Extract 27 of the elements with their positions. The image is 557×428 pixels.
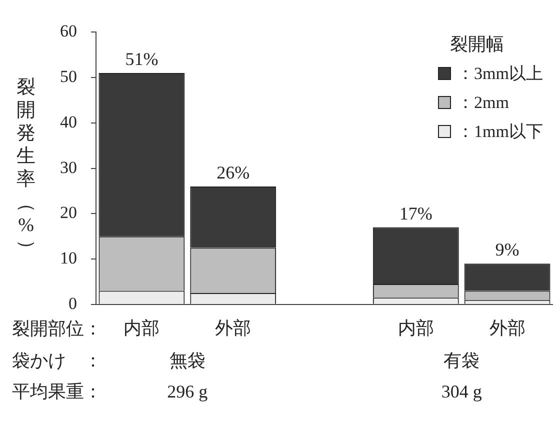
legend-title: 裂開幅 (449, 33, 506, 56)
text: 296 g (167, 381, 208, 402)
legend-label: ：1mm以下 (457, 121, 543, 143)
x-tick-label: 内部 (124, 318, 160, 338)
text: 304 g (441, 381, 482, 402)
text: 有袋 (444, 350, 480, 370)
text: 裂開部位： (12, 318, 102, 338)
text: 袋かけ ： (12, 350, 102, 370)
x-tick-label: 外部 (215, 318, 252, 338)
y-tick-label: 10 (60, 248, 77, 268)
total-label: 26% (216, 162, 250, 182)
legend-label: ：3mm以上 (457, 63, 543, 85)
y-axis-title: 裂開発生率（%） (16, 76, 38, 258)
x-tick-label: 外部 (489, 318, 526, 338)
y-tick-label: 0 (68, 294, 77, 313)
y-tick-label: 20 (60, 203, 77, 222)
y-tick-label: 60 (60, 22, 77, 41)
total-label: 17% (399, 203, 432, 224)
y-tick-label: 50 (60, 67, 77, 86)
total-label: 9% (495, 240, 520, 260)
y-tick-label: 40 (60, 112, 77, 132)
legend-label: ：2mm (457, 92, 509, 114)
y-tick-label: 30 (60, 158, 77, 177)
x-tick-label: 内部 (398, 318, 434, 338)
text: 無袋 (169, 350, 206, 370)
text: 平均果重： (12, 381, 102, 402)
total-label: 51% (125, 49, 158, 70)
